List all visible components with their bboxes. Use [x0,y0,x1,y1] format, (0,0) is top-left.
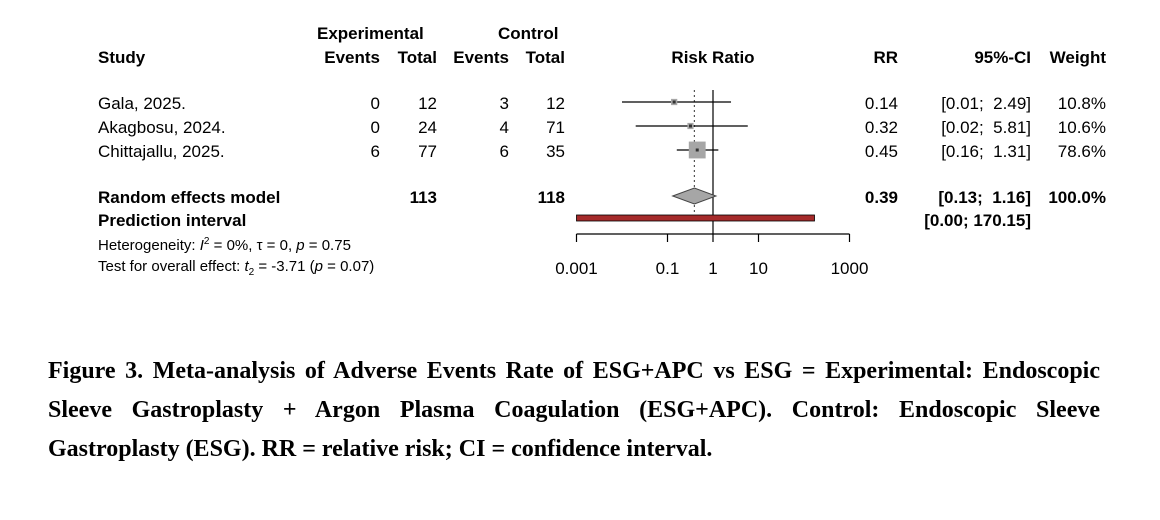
random-effects-label: Random effects model [98,188,280,207]
x-axis-tick-label: 0.001 [555,259,598,278]
plot-marks: 0.001 0.1 1 10 1000 [555,90,868,278]
rr-value: 0.14 [865,94,898,113]
exp-events-value: 6 [371,142,380,161]
risk-ratio-header: Risk Ratio [671,48,754,67]
ctrl-total-value: 35 [546,142,565,161]
ctrl-total-value: 71 [546,118,565,137]
ctrl-total-header: Total [526,48,565,67]
forest-plot: Experimental Control Study Events Total … [98,24,1107,278]
prediction-interval-label: Prediction interval [98,211,246,230]
weight-value: 10.6% [1058,118,1106,137]
weight-value: 10.8% [1058,94,1106,113]
x-axis-tick-label: 10 [749,259,768,278]
re-weight-value: 100.0% [1048,188,1106,207]
random-effects-row: Random effects model 113 118 0.39 [0.13;… [98,188,1106,207]
study-row: Akagbosu, 2024. 0 24 4 71 0.32 [0.02; 5.… [98,118,1106,137]
exp-events-value: 0 [371,94,380,113]
heterogeneity-text: Heterogeneity: I2 = 0%, τ = 0, p = 0.75 [98,236,351,254]
study-point-estimate [688,124,692,128]
prediction-interval-row: Prediction interval [0.00; 170.15] [98,211,1031,230]
ctrl-events-header: Events [453,48,509,67]
study-name: Chittajallu, 2025. [98,142,225,161]
ci-value: [0.01; 2.49] [941,94,1031,113]
prediction-interval-value: [0.00; 170.15] [924,211,1031,230]
rr-value: 0.45 [865,142,898,161]
ctrl-events-value: 6 [500,142,509,161]
re-ci-value: [0.13; 1.16] [938,188,1031,207]
x-axis-tick-label: 1 [708,259,717,278]
study-name: Gala, 2025. [98,94,186,113]
ctrl-events-value: 4 [500,118,509,137]
overall-effect-text: Test for overall effect: t2 = -3.71 (p =… [98,258,374,278]
study-name: Akagbosu, 2024. [98,118,226,137]
x-axis-tick-label: 0.1 [656,259,680,278]
study-row: Gala, 2025. 0 12 3 12 0.14 [0.01; 2.49] … [98,94,1106,113]
exp-total-value: 12 [418,94,437,113]
re-rr-value: 0.39 [865,188,898,207]
re-ctrl-total: 118 [538,188,565,207]
weight-value: 78.6% [1058,142,1106,161]
study-row: Chittajallu, 2025. 6 77 6 35 0.45 [0.16;… [98,142,1106,161]
ctrl-total-value: 12 [546,94,565,113]
exp-events-header: Events [324,48,380,67]
rr-value: 0.32 [865,118,898,137]
x-axis-tick-label: 1000 [831,259,869,278]
ci-value: [0.16; 1.31] [941,142,1031,161]
exp-total-value: 77 [418,142,437,161]
study-header: Study [98,48,146,67]
study-point-estimate [695,148,699,152]
study-point-estimate [672,100,676,104]
ci-value: [0.02; 5.81] [941,118,1031,137]
prediction-interval-bar [576,214,815,222]
rr-header: RR [873,48,898,67]
exp-events-value: 0 [371,118,380,137]
figure-caption: Figure 3. Meta-analysis of Adverse Event… [48,358,1100,462]
weight-header: Weight [1050,48,1107,67]
random-effects-diamond [671,187,718,205]
exp-total-header: Total [398,48,437,67]
ctrl-events-value: 3 [500,94,509,113]
control-group-header: Control [498,24,558,43]
re-exp-total: 113 [410,188,437,207]
ci-header: 95%-CI [974,48,1031,67]
exp-total-value: 24 [418,118,437,137]
experimental-group-header: Experimental [317,24,424,43]
